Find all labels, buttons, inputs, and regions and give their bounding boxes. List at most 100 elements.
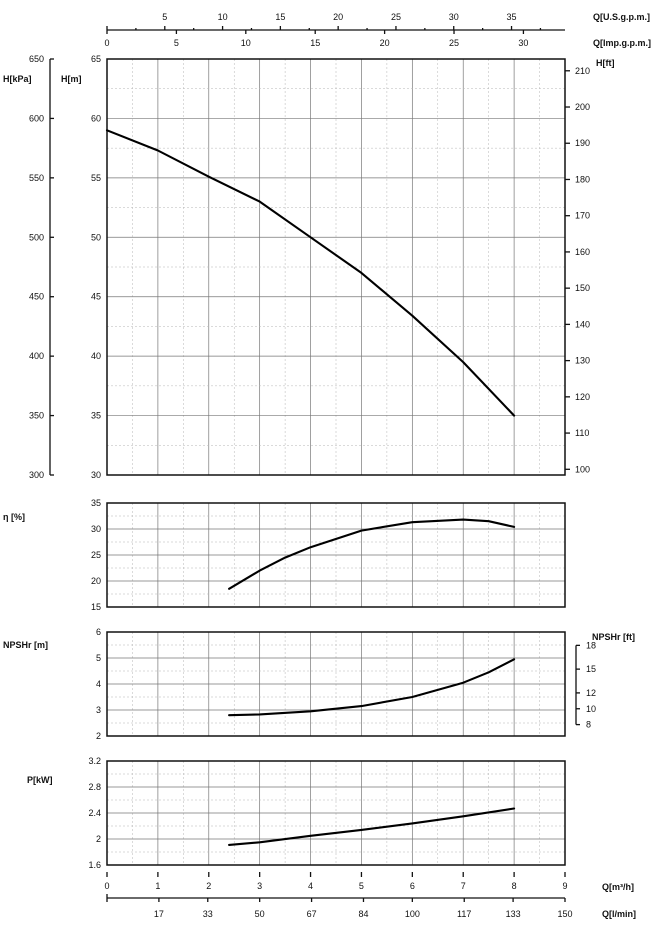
us-gpm-tick-label: 25 <box>391 12 401 22</box>
panel-frame-npshr <box>106 631 566 737</box>
y-tick-label-head: 65 <box>91 54 101 64</box>
m3h-axis-label: Q[m³/h] <box>602 882 634 892</box>
y-axis-label-efficiency: η [%] <box>3 512 25 522</box>
y-tick-label-head: 50 <box>91 232 101 242</box>
lmin-tick-label: 33 <box>203 909 213 919</box>
y-tick-label-npshr: 6 <box>96 627 101 637</box>
curves-layer <box>105 129 516 846</box>
npshr-ft-tick-label: 12 <box>586 688 596 698</box>
ft-tick-label: 200 <box>575 102 590 112</box>
us-gpm-tick-label: 35 <box>507 12 517 22</box>
kpa-tick-label: 500 <box>29 232 44 242</box>
y-tick-label-head: 30 <box>91 470 101 480</box>
grid-layer <box>107 59 565 865</box>
ft-tick-label: 110 <box>575 428 589 438</box>
ft-tick-label: 120 <box>575 392 590 402</box>
panel-frames <box>106 58 566 866</box>
lmin-tick-label: 67 <box>307 909 317 919</box>
panel-frame-efficiency <box>106 502 566 608</box>
y-tick-label-efficiency: 20 <box>91 576 101 586</box>
lmin-axis-label: Q[l/min] <box>602 909 636 919</box>
ft-axis-label: H[ft] <box>596 58 615 68</box>
kpa-tick-label: 300 <box>29 470 44 480</box>
y-tick-label-power: 3.2 <box>88 756 101 766</box>
imp-gpm-tick-label: 20 <box>380 38 390 48</box>
npshr-ft-axis-label: NPSHr [ft] <box>592 632 635 642</box>
kpa-tick-label: 450 <box>29 292 44 302</box>
m3h-tick-label: 6 <box>410 881 415 891</box>
npshr-ft-tick-label: 10 <box>586 704 596 714</box>
imp-gpm-tick-label: 15 <box>310 38 320 48</box>
us-gpm-tick-label: 5 <box>162 12 167 22</box>
kpa-tick-label: 600 <box>29 113 44 123</box>
series-line-power <box>228 807 516 846</box>
y-tick-label-power: 1.6 <box>88 860 101 870</box>
y-axis-label-power: P[kW] <box>27 775 53 785</box>
m3h-tick-label: 0 <box>104 881 109 891</box>
kpa-tick-label: 350 <box>29 411 44 421</box>
ft-tick-label: 150 <box>575 283 590 293</box>
lmin-tick-label: 84 <box>358 909 368 919</box>
y-tick-label-head: 45 <box>91 292 101 302</box>
imp-gpm-tick-label: 0 <box>104 38 109 48</box>
kpa-axis-label: H[kPa] <box>3 74 32 84</box>
axes-layer <box>49 26 580 902</box>
imp-gpm-tick-label: 25 <box>449 38 459 48</box>
y-tick-label-efficiency: 25 <box>91 550 101 560</box>
lmin-tick-label: 150 <box>557 909 572 919</box>
kpa-tick-label: 650 <box>29 54 44 64</box>
imp-gpm-tick-label: 30 <box>518 38 528 48</box>
lmin-tick-label: 133 <box>506 909 521 919</box>
y-tick-label-efficiency: 15 <box>91 602 101 612</box>
y-tick-label-power: 2.4 <box>88 808 101 818</box>
y-tick-label-efficiency: 35 <box>91 498 101 508</box>
y-tick-label-npshr: 5 <box>96 653 101 663</box>
series-line-efficiency <box>228 518 516 590</box>
imp-gpm-tick-label: 5 <box>174 38 179 48</box>
ft-tick-label: 190 <box>575 138 590 148</box>
m3h-tick-label: 8 <box>512 881 517 891</box>
us-gpm-tick-label: 15 <box>275 12 285 22</box>
m3h-tick-label: 7 <box>461 881 466 891</box>
ft-tick-label: 140 <box>575 319 590 329</box>
y-tick-label-efficiency: 30 <box>91 524 101 534</box>
us-gpm-tick-label: 30 <box>449 12 459 22</box>
imp-gpm-tick-label: 10 <box>241 38 251 48</box>
y-tick-label-power: 2 <box>96 834 101 844</box>
y-tick-label-power: 2.8 <box>88 782 101 792</box>
ft-tick-label: 100 <box>575 464 590 474</box>
panel-frame-head <box>106 58 566 476</box>
lmin-tick-label: 17 <box>154 909 164 919</box>
y-axis-label-head: H[m] <box>61 74 82 84</box>
y-tick-label-head: 35 <box>91 411 101 421</box>
lmin-tick-label: 117 <box>457 909 471 919</box>
y-tick-label-head: 60 <box>91 113 101 123</box>
m3h-tick-label: 5 <box>359 881 364 891</box>
lmin-tick-label: 100 <box>405 909 420 919</box>
ft-tick-label: 180 <box>575 174 590 184</box>
ft-tick-label: 130 <box>575 356 590 366</box>
npshr-ft-tick-label: 15 <box>586 664 596 674</box>
m3h-tick-label: 4 <box>308 881 313 891</box>
ft-tick-label: 210 <box>575 66 590 76</box>
ft-tick-label: 170 <box>575 211 590 221</box>
kpa-tick-label: 550 <box>29 173 44 183</box>
y-tick-label-head: 55 <box>91 173 101 183</box>
imp-gpm-axis-label: Q[Imp.g.p.m.] <box>593 38 651 48</box>
us-gpm-tick-label: 20 <box>333 12 343 22</box>
ft-tick-label: 160 <box>575 247 590 257</box>
m3h-tick-label: 9 <box>562 881 567 891</box>
y-tick-label-npshr: 4 <box>96 679 101 689</box>
y-tick-label-head: 40 <box>91 351 101 361</box>
lmin-tick-label: 50 <box>255 909 265 919</box>
npshr-ft-tick-label: 8 <box>586 720 591 730</box>
y-axis-label-npshr: NPSHr [m] <box>3 640 48 650</box>
series-line-head <box>105 129 516 417</box>
panel-frame-power <box>106 760 566 866</box>
series-line-npshr <box>228 658 516 717</box>
m3h-tick-label: 1 <box>155 881 160 891</box>
m3h-tick-label: 2 <box>206 881 211 891</box>
npshr-ft-tick-label: 18 <box>586 640 596 650</box>
y-tick-label-npshr: 3 <box>96 705 101 715</box>
kpa-tick-label: 400 <box>29 351 44 361</box>
